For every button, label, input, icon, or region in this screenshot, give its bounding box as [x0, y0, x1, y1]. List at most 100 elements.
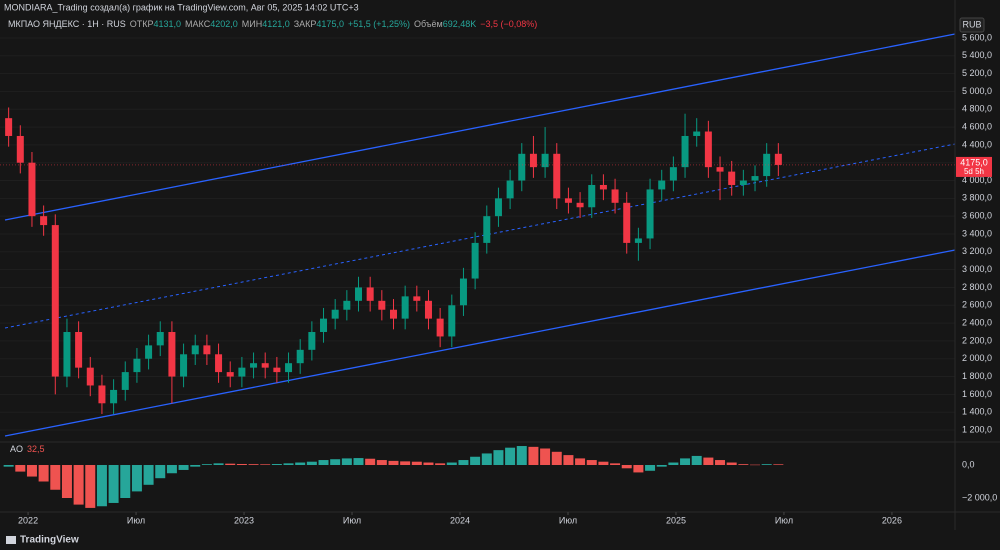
candle-body — [378, 300, 386, 310]
ao-bar — [341, 458, 352, 465]
ao-bar — [15, 465, 26, 472]
ao-bar — [213, 463, 224, 465]
ao-bar — [633, 465, 644, 473]
candle-body — [156, 332, 164, 346]
candle-body — [110, 389, 118, 404]
candle-body — [646, 189, 654, 239]
ohlc-value: 4131,0 — [154, 19, 182, 29]
ao-bar — [61, 465, 72, 499]
ao-bar — [96, 465, 107, 507]
y-tick-label: 1 400,0 — [962, 407, 992, 417]
trend-line — [4, 33, 956, 221]
ao-bar — [668, 462, 679, 465]
y-tick-label: 2 200,0 — [962, 335, 992, 345]
candle-body — [553, 153, 561, 199]
candle-body — [401, 296, 409, 319]
y-tick-label: 4 000,0 — [962, 175, 992, 185]
x-tick-label: 2023 — [234, 515, 254, 525]
ao-bar — [50, 465, 61, 490]
indicator-value: 32,5 — [27, 444, 45, 454]
ao-bar — [773, 464, 784, 465]
ao-bar — [376, 460, 387, 465]
candle-body — [716, 167, 724, 172]
candle-body — [355, 287, 363, 301]
candle-body — [180, 354, 188, 377]
ao-bar — [703, 457, 714, 465]
ao-bar — [85, 465, 96, 508]
currency-box[interactable] — [959, 17, 985, 33]
candle-body — [634, 238, 642, 243]
candle-body — [145, 345, 153, 359]
candle-body — [296, 349, 304, 364]
candle-body — [63, 332, 71, 377]
candle-body — [623, 202, 631, 243]
ao-bar — [178, 465, 189, 470]
candle-body — [273, 367, 281, 373]
candle-body — [133, 358, 141, 373]
ao-bar — [738, 464, 749, 465]
ao-bar — [750, 464, 761, 466]
y-tick-label: 3 800,0 — [962, 193, 992, 203]
candle-body — [693, 131, 701, 136]
ao-bar — [108, 465, 119, 503]
candle-body — [728, 171, 736, 185]
x-tick-label: 2024 — [450, 515, 470, 525]
candle-body — [588, 184, 596, 208]
candle-body — [285, 363, 293, 373]
ohlc-label: МАКС — [185, 19, 211, 29]
ao-bar — [131, 465, 142, 492]
volume-change: −3,5 (−0,08%) — [480, 19, 537, 29]
ao-bar — [423, 462, 434, 465]
y-tick-label: 3 000,0 — [962, 264, 992, 274]
candle-body — [28, 162, 36, 217]
candle-body — [203, 345, 211, 355]
candle-body — [599, 184, 607, 190]
candle-body — [576, 202, 584, 208]
ohlc-label: ЗАКР — [294, 19, 317, 29]
ao-bar — [610, 463, 621, 465]
ao-bar — [470, 456, 481, 465]
candle-body — [763, 153, 771, 177]
ao-bar — [645, 465, 656, 471]
candle-body — [261, 363, 269, 368]
ao-bar — [353, 458, 364, 465]
ao-bar — [400, 461, 411, 465]
candle-body — [366, 287, 374, 301]
ao-bar — [365, 458, 376, 465]
ao-bar — [3, 465, 14, 467]
ao-bar — [283, 463, 294, 465]
currency: RUB — [962, 19, 981, 29]
indicator-legend: AO 32,5 — [10, 444, 45, 454]
ao-bar — [306, 461, 317, 465]
ao-bar — [528, 446, 539, 465]
candle-body — [226, 372, 234, 377]
candle-body — [518, 153, 526, 181]
ohlc-value: 4121,0 — [262, 19, 290, 29]
ao-bar — [493, 450, 504, 465]
y-tick-label: 4 600,0 — [962, 121, 992, 131]
candle-body — [704, 131, 712, 168]
ao-bar — [120, 465, 131, 499]
candle-body — [389, 309, 397, 319]
y-tick-label: 1 800,0 — [962, 371, 992, 381]
trend-line — [4, 143, 956, 329]
ao-bar — [190, 465, 201, 467]
y-tick-label: 3 200,0 — [962, 246, 992, 256]
ohlc-value: 4175,0 — [316, 19, 344, 29]
candle-body — [413, 296, 421, 301]
candle-body — [658, 180, 666, 190]
ao-bar — [318, 460, 329, 465]
ohlc-value: 4202,0 — [210, 19, 238, 29]
x-tick-label: Июл — [343, 515, 361, 525]
candle-body — [448, 305, 456, 337]
y-tick-label: 2 000,0 — [962, 353, 992, 363]
candle-body — [331, 309, 339, 319]
ao-bar — [225, 463, 236, 465]
candle-body — [16, 135, 24, 163]
ao-bar — [446, 462, 457, 465]
y-tick-label: 5 000,0 — [962, 86, 992, 96]
ohlc-label: ОТКР — [130, 19, 154, 29]
candle-body — [308, 332, 316, 350]
ao-bar — [201, 464, 212, 465]
